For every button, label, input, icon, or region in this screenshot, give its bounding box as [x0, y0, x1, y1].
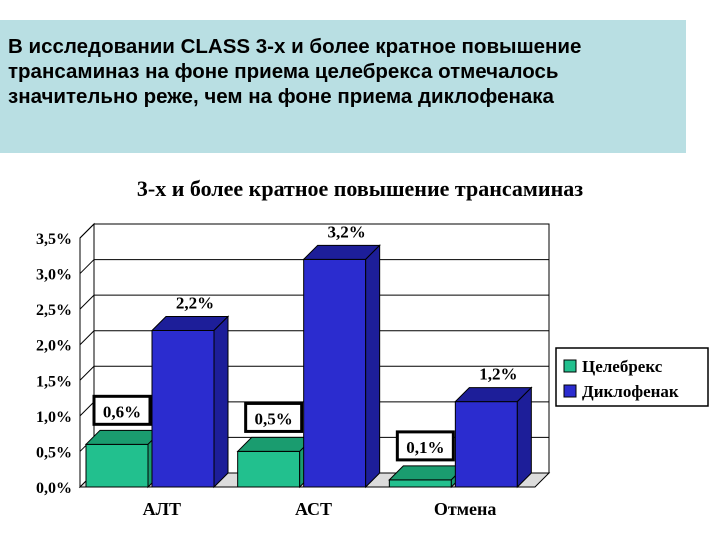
legend: Целебрекс Диклофенак [555, 347, 709, 407]
header-text: В исследовании CLASS 3-х и более кратное… [8, 35, 582, 108]
y-tick-label: 2,5% [36, 302, 72, 319]
bar-front [151, 329, 215, 488]
gridline-side [79, 330, 95, 346]
gridline-side [79, 259, 95, 274]
gridline-side [79, 223, 95, 239]
header-banner [0, 20, 686, 153]
legend-label: Целебрекс [582, 357, 663, 376]
gridline-side [79, 294, 95, 310]
data-label: 3,2% [328, 222, 366, 241]
y-tick-labels: 0,0% 0,5% 1,0% 1,5% 2,0% 2,5% 3,0% 3,5% [36, 231, 72, 497]
data-label: 0,1% [406, 438, 444, 457]
legend-label: Диклофенак [582, 382, 679, 401]
bar-front [388, 479, 452, 488]
bar-front [237, 450, 301, 488]
y-tick-label: 3,0% [36, 267, 72, 284]
data-label-box [244, 401, 304, 433]
gridline-side [79, 401, 95, 417]
x-tick-label: АСТ [295, 499, 332, 519]
bars [84, 244, 533, 489]
bar-side [516, 386, 532, 489]
y-tick-label: 3,5% [36, 231, 72, 248]
y-tick-label: 1,5% [36, 373, 72, 390]
bar-side [213, 315, 229, 489]
data-label: 2,2% [176, 293, 214, 312]
data-label: 1,2% [479, 365, 517, 384]
data-label: 0,6% [103, 402, 141, 421]
y-tick-label: 2,0% [36, 338, 72, 355]
bar-front [454, 401, 518, 488]
bar-side [365, 244, 381, 489]
y-tick-label: 0,0% [36, 480, 72, 497]
legend-swatch [563, 359, 577, 373]
chart-title: 3-х и более кратное повышение трансамина… [136, 176, 584, 201]
y-tick-label: 1,0% [36, 409, 72, 426]
data-label: 0,5% [255, 409, 293, 428]
legend-swatch [563, 384, 577, 398]
y-tick-label: 0,5% [36, 444, 72, 461]
x-tick-labels: АЛТ АСТ Отмена [143, 499, 497, 519]
gridline-side [79, 365, 95, 381]
x-tick-label: Отмена [434, 499, 496, 519]
x-tick-label: АЛТ [143, 499, 181, 519]
bar-front [303, 258, 367, 488]
data-labels: 0,6% 2,2% 0,5% 3,2% 0,1% 1,2% [92, 222, 517, 462]
data-label-box [395, 430, 455, 462]
bar-front [85, 443, 149, 488]
data-label-box [92, 394, 152, 426]
legend-box [555, 347, 709, 407]
